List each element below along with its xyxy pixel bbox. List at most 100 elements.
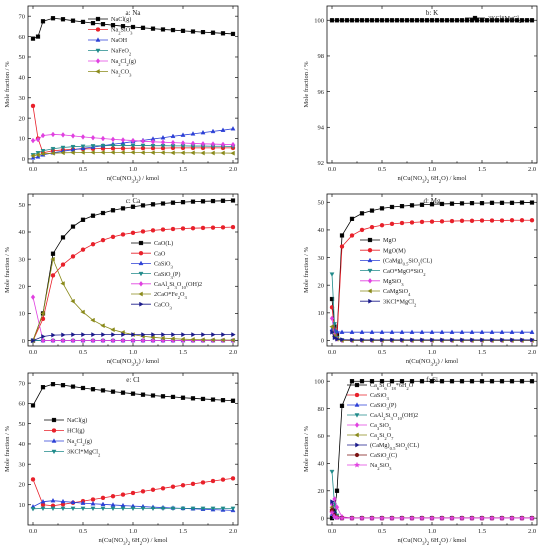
legend-item-casio3-c: CaSiO3(C) <box>347 452 397 462</box>
data-point-cao-l <box>130 204 136 209</box>
data-point-cao-l <box>150 202 156 207</box>
legend-label: CaSiO3 <box>370 392 390 402</box>
legend-marker <box>95 69 100 74</box>
data-point-nacl-g <box>110 389 116 394</box>
data-point-mgo-m <box>339 244 345 249</box>
data-point-2cao-fe2o3 <box>100 323 105 329</box>
data-point-camg-0-5sio3-cl <box>449 329 455 334</box>
legend-label: NaCl(g) <box>111 16 131 23</box>
legend-marker <box>139 301 144 307</box>
legend-item-cao: CaO <box>131 250 166 257</box>
data-point-nacl-g <box>230 31 236 37</box>
series-line-nafeo2 <box>32 145 234 156</box>
data-point-nacl-g <box>100 388 106 393</box>
data-point-nacl-g <box>140 392 146 397</box>
data-point-2cao-fe2o3 <box>110 327 115 333</box>
data-point-na2cl2-g <box>110 502 116 507</box>
data-point-3kcl-mgcl2 <box>140 506 146 512</box>
legend-marker <box>51 417 57 423</box>
legend-marker <box>368 298 373 304</box>
y-tick-label: 0 <box>22 156 25 163</box>
y-tick-label: 0 <box>321 338 324 345</box>
data-point-3kcl-mgcl2 <box>409 18 415 23</box>
series-group <box>30 382 236 513</box>
data-point-nacl-g <box>100 22 106 27</box>
data-point-na2sio3 <box>348 514 356 521</box>
data-point-na2cl2-g <box>200 141 206 147</box>
y-tick-label: 50 <box>19 202 26 209</box>
data-point-na2co3 <box>60 150 65 156</box>
data-point-nacl-g <box>80 19 86 25</box>
legend-item-ca3sio5: Ca3SiO5 <box>347 422 392 432</box>
series-group <box>30 16 236 160</box>
data-point-nacl-g <box>110 23 116 28</box>
y-tick-label: 30 <box>19 256 26 263</box>
data-point-na2sio3 <box>331 513 338 520</box>
data-point-camg-0-5sio3-cl <box>369 329 375 334</box>
data-point-3kcl-mgcl2 <box>434 18 440 23</box>
panel-title: d: Mg <box>424 197 441 205</box>
data-point-cao <box>120 232 126 237</box>
data-point-nacl-g <box>180 395 186 400</box>
data-point-3kcl-mgcl2 <box>40 506 46 512</box>
legend-label: CaAl2Si3O10(OH)2 <box>370 412 418 422</box>
data-point-nacl-g <box>80 385 86 391</box>
data-point-caal2si3o10-oh-2 <box>100 337 106 344</box>
series-group <box>329 200 535 344</box>
data-point-2cao-fe2o3 <box>50 256 55 262</box>
data-point-na2sio3 <box>458 514 466 521</box>
legend-item-camgsio4: CaMgSiO4 <box>360 288 411 298</box>
legend-marker <box>367 237 373 243</box>
data-point-na2sio3 <box>333 514 341 521</box>
data-point-mgo-m <box>399 220 405 226</box>
legend-marker <box>354 422 360 428</box>
data-point-3kcl-mgcl2 <box>359 18 365 23</box>
data-point-ca6si6o18-6h2o <box>359 379 365 384</box>
data-point-mgo <box>439 201 445 207</box>
data-point-3kcl-mgcl2 <box>349 18 355 23</box>
data-point-3kcl-mgcl2 <box>394 18 400 23</box>
legend: Ca6Si6O18*6H2OCaSiO3CaSiO3(P)CaAl2Si3O10… <box>347 382 419 472</box>
data-point-cao-l <box>220 198 226 203</box>
data-point-3kcl-mgcl2 <box>450 337 455 343</box>
data-point-caco3 <box>221 332 226 338</box>
legend-item-3kcl-mgcl2: 3KCl*MgCl2 <box>44 449 101 458</box>
data-point-na2cl2-g <box>210 141 216 147</box>
series-group <box>30 198 236 344</box>
data-point-nacl-g <box>170 394 176 400</box>
data-point-cao <box>70 254 76 259</box>
data-point-camg-0-5sio3-cl <box>349 329 355 334</box>
legend-marker <box>367 288 372 294</box>
y-axis-label: Mole fraction / % <box>303 425 310 472</box>
data-point-mgsio3 <box>329 315 335 322</box>
data-point-3kcl-mgcl2 <box>480 337 485 343</box>
data-point-nacl-g <box>30 36 36 41</box>
data-point-3kcl-mgcl2 <box>524 18 530 23</box>
data-point-naoh <box>200 129 206 135</box>
data-point-naoh <box>210 128 216 134</box>
legend-label: CaMgSiO4 <box>383 288 411 298</box>
y-tick-label: 94 <box>318 125 325 132</box>
data-point-camg-0-5sio3-cl <box>509 329 515 334</box>
data-point-3kcl-mgcl2 <box>440 337 445 343</box>
legend: MgO MgO(M) (CaMg)0.5SiO3(CL)CaO*MgO*SiO2Mg… <box>360 237 432 308</box>
data-point-na2sio3 <box>518 514 526 521</box>
legend-item-casio3: CaSiO3 <box>347 392 390 402</box>
data-point-hcl-g <box>140 489 146 494</box>
legend-label: Ca6Si6O18*6H2O <box>370 382 414 392</box>
data-point-nacl-g <box>90 387 96 392</box>
data-point-3kcl-mgcl2 <box>150 506 156 512</box>
legend-marker <box>138 281 144 287</box>
data-point-3kcl-mgcl2 <box>509 18 515 23</box>
data-point-3kcl-mgcl2 <box>220 506 226 512</box>
data-point-cao-l <box>50 251 56 256</box>
data-point-caal2si3o10-oh-2 <box>60 337 66 344</box>
legend-item-casio3-p: CaSiO3(P) <box>131 271 180 280</box>
data-point-2cao-fe2o3 <box>190 337 195 342</box>
data-point-mgo-m <box>429 219 435 224</box>
data-point-3kcl-mgcl2 <box>510 337 515 343</box>
data-point-cao <box>180 226 186 231</box>
data-point-ca6si6o18-6h2o <box>459 379 465 384</box>
x-tick-label: 0.0 <box>29 166 37 173</box>
